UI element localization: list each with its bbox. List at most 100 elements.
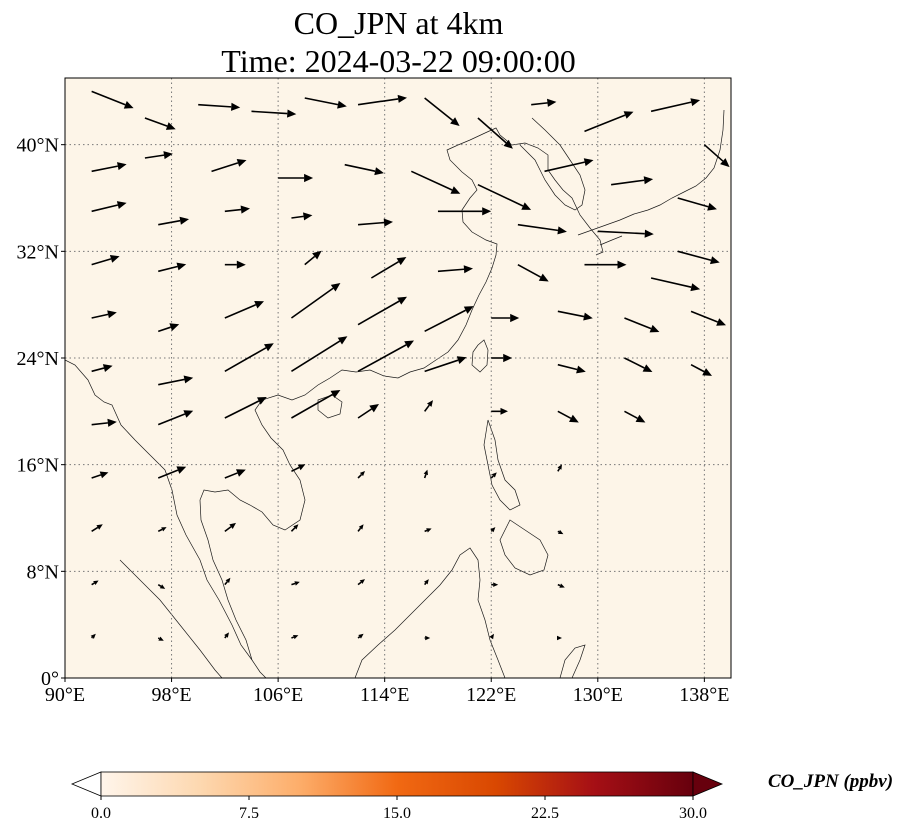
wind-arrow bbox=[198, 102, 241, 111]
wind-arrow-shaft bbox=[557, 363, 578, 371]
colorbar-tick-label: 7.5 bbox=[239, 805, 259, 822]
wind-arrow bbox=[291, 635, 299, 640]
wind-arrow-head bbox=[96, 524, 103, 530]
wind-arrow-head bbox=[176, 466, 187, 474]
wind-arrow-shaft bbox=[357, 527, 362, 532]
colorbar-ticks: 0.0 7.5 15.0 22.5 30.0 bbox=[91, 796, 707, 822]
wind-arrow bbox=[90, 633, 96, 639]
wind-arrow-head bbox=[489, 633, 494, 640]
colorbar-tick-label: 15.0 bbox=[383, 805, 411, 822]
wind-arrow bbox=[290, 283, 341, 319]
lon-tick-label: 138°E bbox=[679, 684, 729, 706]
wind-arrow bbox=[597, 229, 654, 238]
wind-arrow-shaft bbox=[424, 97, 454, 122]
lat-tick-label: 24°N bbox=[17, 348, 59, 370]
wind-arrow-head bbox=[503, 139, 513, 149]
wind-arrow-shaft bbox=[91, 165, 118, 173]
wind-arrow bbox=[357, 296, 407, 326]
wind-arrow-head bbox=[690, 98, 701, 107]
wind-arrow bbox=[611, 176, 654, 186]
wind-arrow-shaft bbox=[304, 255, 316, 266]
wind-arrow-head bbox=[294, 581, 300, 586]
wind-arrow-head bbox=[521, 202, 532, 210]
wind-arrow-head bbox=[644, 229, 654, 238]
wind-arrow-head bbox=[642, 364, 653, 372]
wind-arrow-head bbox=[510, 313, 520, 323]
wind-arrow bbox=[304, 250, 322, 266]
wind-arrow-shaft bbox=[357, 473, 363, 479]
wind-arrow-shaft bbox=[597, 230, 645, 235]
wind-arrow-shaft bbox=[477, 183, 524, 207]
wind-arrow bbox=[91, 580, 99, 586]
wind-arrow-shaft bbox=[91, 204, 119, 213]
wind-arrow bbox=[91, 524, 103, 533]
wind-arrow-shaft bbox=[224, 472, 238, 479]
wind-arrow-shaft bbox=[584, 114, 626, 133]
wind-arrow-head bbox=[330, 283, 341, 292]
wind-arrow bbox=[158, 262, 187, 273]
wind-arrow-head bbox=[482, 207, 492, 216]
wind-arrow-head bbox=[491, 472, 497, 478]
wind-arrow bbox=[224, 343, 274, 373]
wind-arrow bbox=[557, 310, 593, 321]
colorbar-extend-low bbox=[70, 771, 102, 797]
wind-arrow-shaft bbox=[677, 250, 712, 261]
wind-arrow bbox=[624, 357, 653, 372]
wind-arrow bbox=[224, 397, 267, 419]
wind-arrow-shaft bbox=[144, 154, 165, 159]
wind-arrow bbox=[424, 579, 429, 586]
wind-arrow bbox=[158, 216, 189, 226]
wind-arrow-shaft bbox=[477, 117, 507, 144]
wind-arrow-shaft bbox=[157, 583, 162, 587]
wind-arrow bbox=[157, 527, 167, 533]
wind-arrow-shaft bbox=[224, 208, 242, 213]
wind-arrow-shaft bbox=[557, 468, 561, 472]
wind-arrow bbox=[91, 201, 127, 213]
wind-arrow bbox=[650, 277, 701, 292]
wind-arrow-head bbox=[158, 636, 164, 641]
lon-tick-label: 98°E bbox=[151, 684, 191, 706]
wind-arrow-shaft bbox=[344, 163, 376, 172]
wind-arrow-shaft bbox=[531, 102, 548, 106]
wind-arrow bbox=[703, 144, 730, 168]
wind-arrow bbox=[489, 633, 494, 640]
lat-tick-label: 40°N bbox=[17, 135, 59, 157]
wind-arrow-head bbox=[396, 257, 407, 266]
wind-arrow bbox=[224, 260, 246, 269]
colorbar-tick-label: 22.5 bbox=[531, 805, 559, 822]
colorbar-title: CO_JPN (ppbv) bbox=[768, 771, 893, 792]
wind-arrow-head bbox=[358, 524, 364, 530]
wind-arrow-shaft bbox=[291, 340, 341, 373]
wind-arrow-head bbox=[163, 151, 173, 160]
wind-arrow-head bbox=[337, 100, 347, 109]
wind-arrow bbox=[424, 306, 474, 333]
wind-arrow bbox=[491, 407, 508, 415]
wind-arrow-shaft bbox=[650, 101, 692, 113]
wind-arrow-shaft bbox=[690, 310, 718, 323]
wind-arrow-head bbox=[383, 218, 393, 227]
wind-arrow-shaft bbox=[611, 179, 645, 186]
wind-arrow bbox=[424, 97, 460, 126]
lat-tick-label: 0° bbox=[41, 668, 59, 690]
coastline-sumatra bbox=[119, 559, 223, 678]
wind-arrow bbox=[91, 162, 127, 173]
wind-arrow-shaft bbox=[424, 309, 467, 333]
wind-arrow-head bbox=[557, 635, 562, 641]
wind-arrow-head bbox=[500, 407, 508, 415]
wind-arrow-shaft bbox=[424, 359, 459, 373]
wind-arrow bbox=[531, 98, 557, 107]
wind-arrow-shaft bbox=[91, 422, 108, 426]
wind-arrow-head bbox=[569, 414, 579, 423]
wind-arrow-head bbox=[397, 296, 407, 305]
wind-arrow-head bbox=[225, 577, 231, 583]
wind-arrow-head bbox=[90, 633, 96, 639]
wind-arrow-shaft bbox=[517, 223, 559, 232]
colorbar-tick-label: 30.0 bbox=[679, 805, 707, 822]
wind-arrow-shaft bbox=[224, 635, 227, 639]
wind-arrow bbox=[224, 469, 246, 479]
wind-arrow-head bbox=[240, 205, 250, 214]
coastline-mainland bbox=[65, 127, 604, 678]
wind-arrow-shaft bbox=[157, 637, 160, 640]
wind-arrow-head bbox=[109, 255, 120, 263]
wind-arrow-head bbox=[287, 109, 297, 118]
